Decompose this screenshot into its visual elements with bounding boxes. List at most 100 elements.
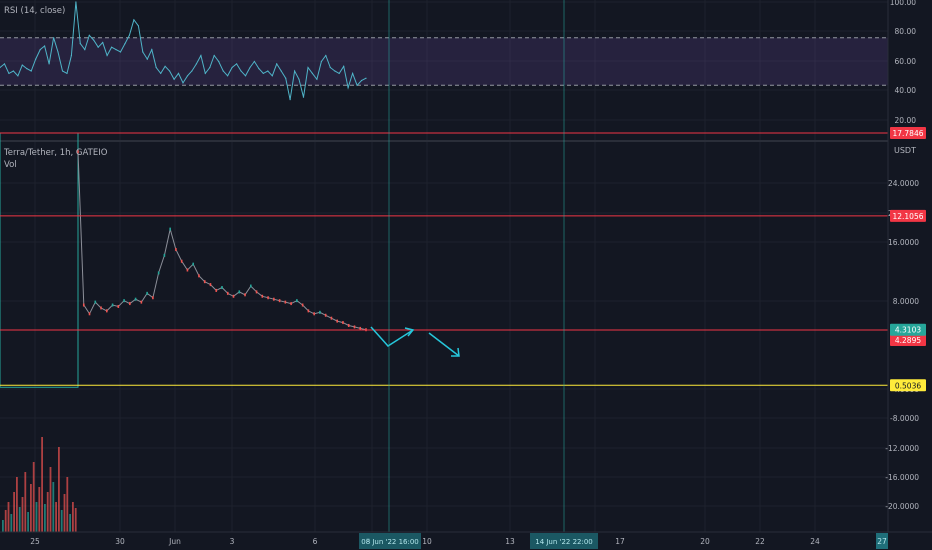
rsi-point <box>12 70 14 72</box>
price-tick-label: -16.0000 <box>885 473 919 482</box>
volume-bar <box>69 514 71 532</box>
time-highlight-label: 14 Jun '22 22:00 <box>535 538 593 546</box>
currency-label: USDT <box>894 146 916 155</box>
vertical-markers <box>388 0 565 532</box>
time-highlight-bg <box>530 533 598 549</box>
rsi-point <box>35 58 37 60</box>
price-candle <box>203 280 206 284</box>
rsi-point <box>142 51 144 53</box>
rsi-point <box>0 66 1 69</box>
rsi-tick-label: 60.00 <box>895 57 917 66</box>
rsi-tick-label: 20.00 <box>895 116 917 125</box>
corner-badge: 27 <box>877 537 887 546</box>
rsi-point <box>200 54 202 57</box>
rsi-point <box>311 72 313 74</box>
rsi-point <box>21 64 23 66</box>
price-candle <box>342 321 344 325</box>
volume-bar <box>46 492 49 532</box>
volume-bar <box>7 502 10 532</box>
price-candle <box>88 312 91 316</box>
arrow-head <box>451 347 460 357</box>
rsi-point <box>106 54 108 57</box>
price-tick-label: -20.0000 <box>885 502 919 511</box>
volume-bar <box>27 512 29 532</box>
price-candle <box>359 326 362 330</box>
horizontal-levels[interactable] <box>0 132 888 386</box>
rsi-point <box>307 66 309 69</box>
volume-bar <box>58 447 60 532</box>
rsi-point <box>222 70 224 72</box>
rsi-point <box>316 78 318 80</box>
rsi-point <box>17 75 19 77</box>
time-tick-label: 24 <box>810 537 820 546</box>
price-tick-label: 24.0000 <box>888 179 919 188</box>
price-candle <box>307 309 310 313</box>
rsi-tick-label: 80.00 <box>895 27 917 36</box>
rsi-point <box>289 99 291 101</box>
rsi-point <box>186 75 189 77</box>
rsi-point <box>240 70 242 72</box>
time-axis[interactable]: 2530Jun36810131720222408 Jun '22 16:0014… <box>0 531 932 550</box>
volume-bar <box>32 462 35 532</box>
level-badge-bg <box>890 209 926 222</box>
price-candle <box>353 325 356 329</box>
rsi-point <box>102 41 104 44</box>
price-candle <box>140 300 143 304</box>
price-candle <box>186 268 189 272</box>
volume-bar <box>55 502 57 532</box>
price-candle <box>106 309 108 313</box>
price-tick-label: 8.0000 <box>893 297 919 306</box>
volume-bar <box>2 520 4 532</box>
volume-bar <box>49 467 52 532</box>
rsi-point <box>325 54 327 57</box>
rsi-tick-label: 100.00 <box>890 0 916 7</box>
rsi-point <box>343 65 345 67</box>
rsi-point <box>61 70 64 72</box>
volume-title[interactable]: Vol <box>4 160 17 170</box>
price-tick-label: -12.0000 <box>885 444 919 453</box>
rsi-point <box>365 77 367 79</box>
price-candle <box>157 271 160 275</box>
rsi-point <box>334 70 336 72</box>
price-candle <box>82 303 85 307</box>
rsi-point <box>84 49 86 51</box>
rsi-point <box>48 63 50 65</box>
price-candle <box>192 262 194 266</box>
price-candle <box>221 286 223 290</box>
volume-bar <box>18 507 21 532</box>
price-candle <box>319 310 321 314</box>
price-candle <box>244 293 246 297</box>
price-candle <box>134 297 137 301</box>
rsi-point <box>231 66 233 69</box>
price-candle <box>111 303 114 307</box>
rsi-point <box>39 49 41 51</box>
rsi-point <box>137 25 139 27</box>
rsi-point <box>119 51 122 53</box>
price-candle <box>267 296 269 300</box>
price-candle <box>278 299 281 303</box>
price-candle <box>226 291 229 295</box>
time-tick-label: Jun <box>168 537 181 546</box>
rsi-point <box>97 46 99 48</box>
price-candle <box>129 302 131 306</box>
level-badge: 4.2895 <box>895 336 921 345</box>
volume-bar <box>35 502 38 532</box>
rsi-point <box>75 1 77 3</box>
rsi-point <box>133 19 135 21</box>
price-axis[interactable]: 100.0080.0060.0040.0020.0024.000020.0000… <box>885 0 932 532</box>
rsi-title[interactable]: RSI (14, close) <box>4 6 66 16</box>
price-candle <box>250 284 252 288</box>
rsi-point <box>227 75 229 77</box>
price-candle <box>215 288 218 292</box>
rsi-point <box>93 39 95 41</box>
rsi-point <box>276 63 278 65</box>
price-candle <box>347 323 350 327</box>
price-candle <box>330 316 333 320</box>
rsi-point <box>271 75 273 77</box>
drawing-tools[interactable] <box>370 326 460 357</box>
rsi-point <box>191 70 193 72</box>
symbol-title[interactable]: Terra/Tether, 1h, GATEIO <box>4 148 108 158</box>
rsi-point <box>8 72 10 74</box>
rsi-point <box>195 63 197 65</box>
